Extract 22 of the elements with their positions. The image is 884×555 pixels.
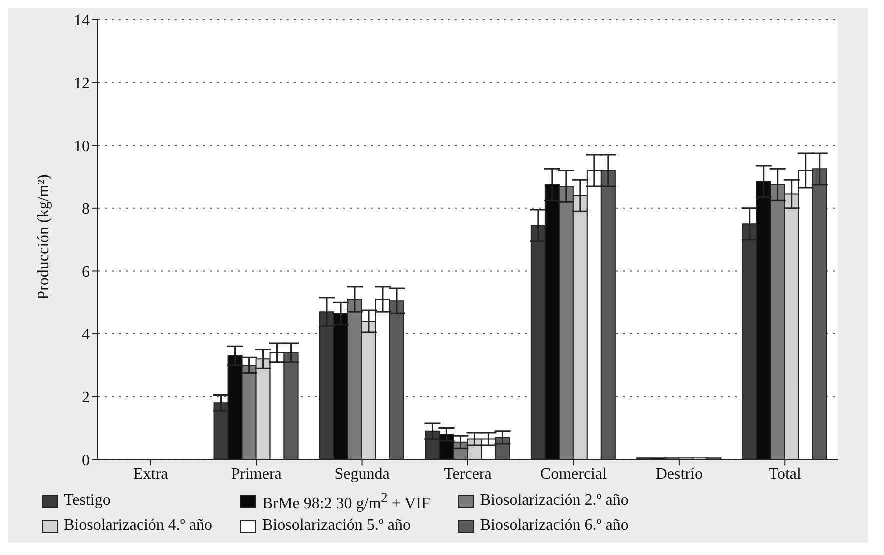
y-axis-title: Producción (kg/m²) xyxy=(36,174,53,300)
y-tick-label: 10 xyxy=(74,138,90,156)
x-tick-label: Total xyxy=(768,466,802,484)
legend-label: Biosolarización 6.º año xyxy=(480,517,629,535)
legend-label: BrMe 98:2 30 g/m$^{2}$ + VIF xyxy=(262,490,430,513)
y-tick-label: 4 xyxy=(82,326,90,344)
x-tick-label: Primera xyxy=(231,466,282,484)
x-tick-label: Comercial xyxy=(540,466,608,484)
x-tick-label: Segunda xyxy=(334,466,390,484)
y-tick-label: 14 xyxy=(74,12,90,30)
legend-label: Testigo xyxy=(64,492,111,510)
y-tick-label: 12 xyxy=(74,75,90,92)
x-tick-label: Destrío xyxy=(656,466,703,484)
x-tick-label: Tercera xyxy=(444,466,492,484)
legend-label: Biosolarización 2.º año xyxy=(480,492,629,510)
y-tick-label: 2 xyxy=(82,390,90,407)
y-tick-label: 8 xyxy=(82,201,90,218)
x-tick-label: Extra xyxy=(134,466,168,484)
y-tick-label: 0 xyxy=(82,452,90,470)
y-tick-label: 6 xyxy=(82,264,90,281)
legend-label: Biosolarización 4.º año xyxy=(64,517,212,535)
legend-label: Biosolarización 5.º año xyxy=(262,517,411,535)
